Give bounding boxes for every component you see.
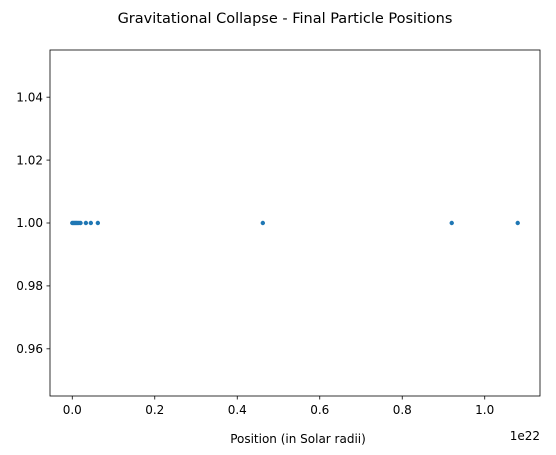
chart-title: Gravitational Collapse - Final Particle … [118, 11, 453, 27]
y-tick-label: 1.02 [16, 153, 43, 167]
y-tick-label: 1.00 [16, 216, 43, 230]
y-axis: 0.96 0.98 1.00 1.02 1.04 [16, 90, 50, 356]
y-tick-label: 0.98 [16, 279, 43, 293]
y-tick-label: 1.04 [16, 90, 43, 104]
x-tick-label: 1.0 [475, 403, 494, 417]
data-point [78, 220, 83, 226]
x-tick-label: 0.6 [310, 403, 329, 417]
x-tick-label: 0.2 [145, 403, 164, 417]
x-axis-offset-label: 1e22 [510, 429, 540, 443]
x-tick-label: 0.8 [393, 403, 412, 417]
y-tick-label: 0.96 [16, 342, 43, 356]
x-axis-label: Position (in Solar radii) [230, 432, 366, 446]
data-point [88, 220, 94, 226]
data-point [83, 220, 89, 226]
x-tick-label: 0.4 [228, 403, 247, 417]
x-axis: 0.0 0.2 0.4 0.6 0.8 1.0 [63, 396, 494, 417]
x-tick-label: 0.0 [63, 403, 82, 417]
data-points [70, 220, 520, 226]
data-point [95, 220, 101, 226]
data-point [515, 220, 520, 226]
plot-frame [49, 49, 541, 397]
data-point [260, 220, 266, 226]
data-point [449, 220, 454, 226]
